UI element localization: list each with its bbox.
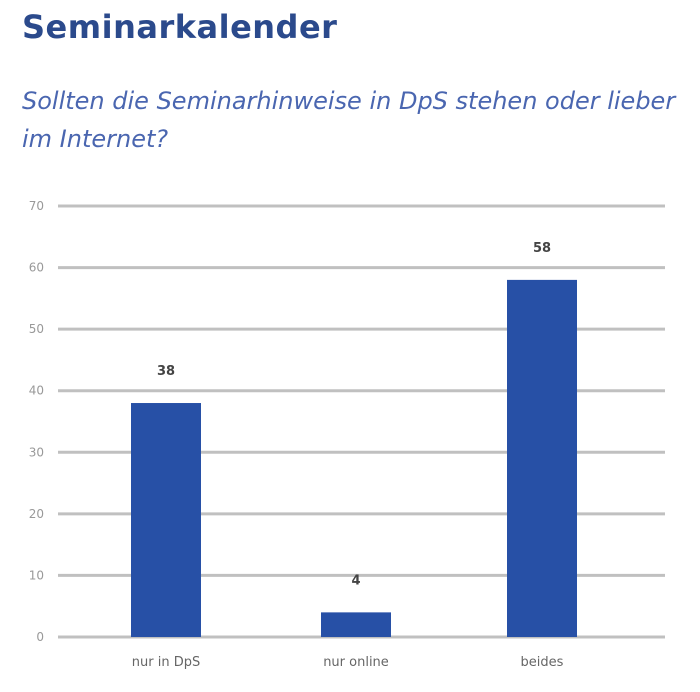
- y-tick-label: 0: [36, 630, 44, 644]
- bar-nur-in-dps: [131, 403, 201, 637]
- y-tick-label: 50: [29, 322, 44, 336]
- data-label: 58: [533, 241, 551, 256]
- x-category-label: nur in DpS: [132, 655, 200, 670]
- chart-question: Sollten die Seminarhinweise in DpS stehe…: [22, 87, 676, 153]
- x-category-label: nur online: [323, 655, 389, 670]
- data-label: 4: [351, 573, 360, 588]
- bar-beides: [507, 279, 577, 637]
- y-tick-label: 20: [29, 507, 44, 521]
- bar-nur-online: [321, 612, 391, 637]
- data-label: 38: [157, 364, 175, 379]
- y-tick-label: 30: [29, 445, 44, 459]
- y-tick-label: 40: [29, 384, 44, 398]
- y-tick-label: 60: [29, 261, 44, 275]
- y-tick-label: 10: [29, 568, 44, 582]
- x-category-label: beides: [521, 655, 564, 670]
- y-tick-label: 70: [29, 199, 44, 213]
- page-title: Seminarkalender: [22, 8, 338, 46]
